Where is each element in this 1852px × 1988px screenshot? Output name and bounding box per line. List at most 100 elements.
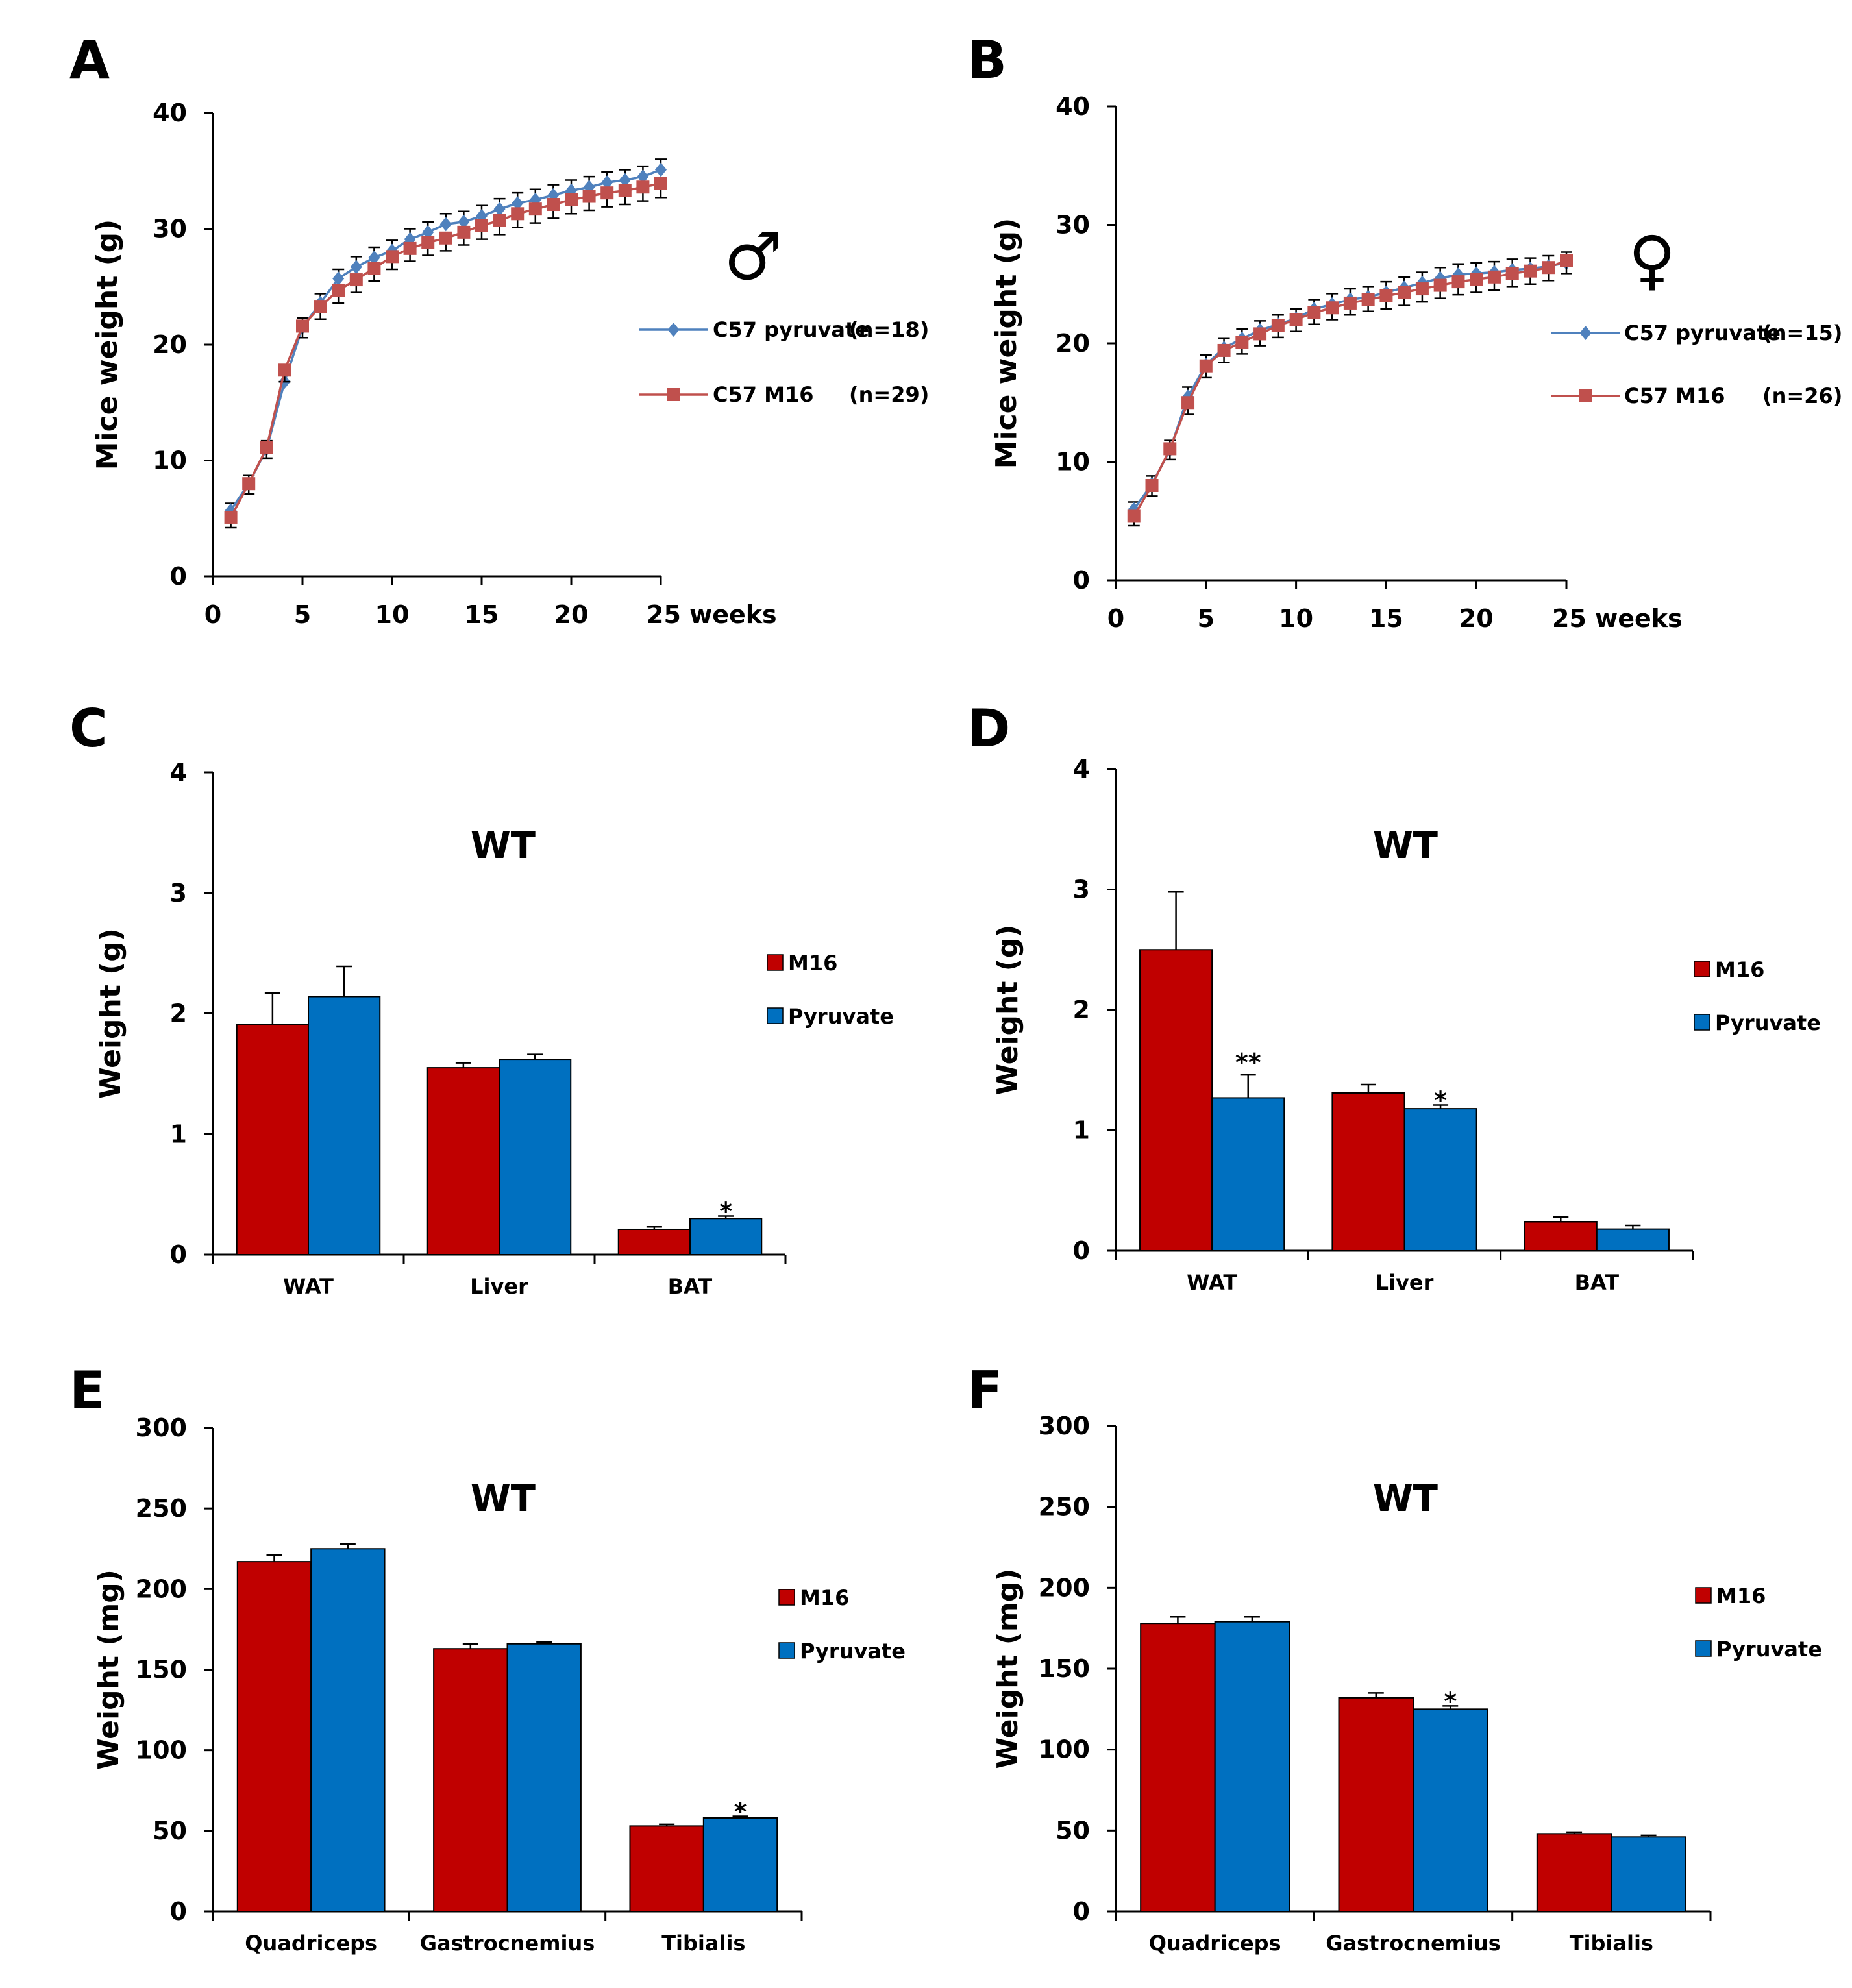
- panel-e-y-tick-label: 300: [136, 1414, 187, 1442]
- panel-f-y-tick-label: 50: [1056, 1816, 1090, 1845]
- panel-c-bar-m16: [617, 1228, 691, 1256]
- panel-f-legend-label: Pyruvate: [1716, 1637, 1822, 1662]
- panel-a-point: [619, 173, 631, 188]
- panel-d-bar-pyruvate: [1403, 1108, 1477, 1251]
- panel-a-point: [636, 180, 650, 194]
- panel-e-y-tick-label: 250: [136, 1494, 187, 1523]
- panel-f-y-tick-label: 100: [1039, 1736, 1090, 1764]
- panel-a-point: [386, 250, 399, 264]
- panel-b-point: [1235, 336, 1249, 349]
- panel-b-legend-label: C57 pyruvate: [1624, 321, 1781, 345]
- panel-a-legend-n: (n=18): [849, 317, 929, 342]
- panel-c-legend-item: Pyruvate: [767, 1004, 894, 1029]
- panel-f-category-label: Gastrocnemius: [1326, 1931, 1501, 1956]
- panel-a-point: [493, 202, 506, 217]
- panel-d-y-tick-label: 1: [1073, 1116, 1090, 1145]
- panel-b-x-tick-label: 10: [1279, 604, 1313, 633]
- panel-a-point: [368, 251, 380, 265]
- panel-d-category-label: BAT: [1575, 1270, 1620, 1295]
- panel-b-point: [1326, 301, 1339, 315]
- panel-b-y-tick-label: 20: [1056, 329, 1090, 358]
- panel-e-category-label: Tibialis: [661, 1931, 745, 1956]
- panel-f-y-tick-label: 200: [1039, 1573, 1090, 1602]
- panel-d-bar-pyruvate: [1596, 1228, 1670, 1251]
- panel-a-point: [512, 196, 524, 211]
- panel-d-bar-m16: [1331, 1092, 1405, 1251]
- panel-b-y-tick-label: 30: [1056, 211, 1090, 239]
- panel-d-y-tick-label: 4: [1073, 755, 1090, 783]
- panel-b-point: [1343, 296, 1357, 310]
- panel-d-title: WT: [1373, 825, 1438, 867]
- panel-f-bar-m16: [1338, 1697, 1414, 1912]
- panel-c-category-label: Liver: [470, 1274, 528, 1299]
- panel-f-category-label: Quadriceps: [1149, 1931, 1281, 1956]
- panel-b-legend-item: C57 M16 (n=26): [1551, 384, 1842, 408]
- panel-e-significance-marker: *: [734, 1797, 747, 1826]
- panel-f-bar-m16: [1140, 1623, 1216, 1913]
- panel-a-point: [582, 190, 596, 203]
- panel-a-x-tick-label: 5: [294, 600, 311, 629]
- panel-f-legend-label: M16: [1716, 1584, 1766, 1608]
- panel-a-point: [350, 260, 362, 275]
- panel-b-point: [1217, 343, 1231, 357]
- panel-f-title: WT: [1373, 1478, 1438, 1520]
- panel-b-point: [1361, 293, 1375, 306]
- panel-b-point: [1199, 359, 1213, 373]
- panel-b-legend-label: C57 M16: [1624, 384, 1725, 408]
- panel-c: C 0 1 2 3 4 Weight (g) WT WAT Liver BAT * M16 Pyruvat…: [69, 698, 894, 1299]
- panel-a-point: [547, 198, 560, 212]
- panel-a-legend-label: C57 pyruvate: [713, 317, 869, 342]
- panel-a-series-pyruvate: [225, 158, 667, 518]
- panel-b-point: [1524, 264, 1537, 278]
- panel-a-point: [367, 262, 381, 275]
- panel-e: E 0 50 100 150 200 250 300 Weight (mg) WT Quadrice…: [69, 1360, 906, 1956]
- panel-a-point: [403, 241, 417, 255]
- panel-a-point: [601, 175, 613, 190]
- panel-d-letter: D: [967, 698, 1010, 759]
- panel-a-point: [457, 225, 471, 239]
- panel-b-point: [1487, 270, 1501, 284]
- panel-a-letter: A: [69, 30, 110, 90]
- panel-e-bar-pyruvate: [310, 1548, 386, 1912]
- panel-e-legend-item: M16: [778, 1586, 849, 1610]
- panel-b-x-tick-label: 5: [1198, 604, 1215, 633]
- panel-d-legend-label: Pyruvate: [1715, 1011, 1821, 1035]
- panel-b-point: [1542, 261, 1555, 275]
- panel-b: B 0 10 20 30 40 Mice weight (g) 0 5 10 15 20 25 week…: [967, 30, 1842, 633]
- panel-a-point: [511, 207, 525, 221]
- panel-c-bar-pyruvate: [499, 1059, 572, 1255]
- panel-e-y-tick-label: 50: [153, 1817, 187, 1845]
- panel-c-y-axis-title: Weight (g): [94, 928, 127, 1099]
- panel-e-y-axis-title: Weight (mg): [92, 1569, 125, 1770]
- panel-d-y-tick-label: 3: [1073, 876, 1090, 904]
- panel-a-legend-label: C57 M16: [713, 382, 814, 407]
- panel-a-sex-symbol: ♂: [724, 219, 782, 295]
- panel-b-legend-n: (n=26): [1762, 384, 1842, 408]
- panel-a-x-tick-label: 25 weeks: [647, 600, 777, 629]
- panel-a-point: [242, 477, 256, 491]
- panel-e-bar-pyruvate: [702, 1817, 778, 1912]
- panel-a-point: [439, 231, 452, 245]
- panel-a-point: [458, 214, 470, 229]
- panel-a-y-tick-label: 10: [153, 447, 187, 475]
- panel-a-y-tick-label: 0: [170, 562, 187, 591]
- panel-e-legend-label: M16: [800, 1586, 849, 1610]
- panel-d-category-label: WAT: [1187, 1270, 1237, 1295]
- panel-d-legend-item: M16: [1694, 957, 1764, 982]
- panel-f-bar-m16: [1536, 1833, 1612, 1913]
- panel-c-bar-m16: [236, 1024, 309, 1256]
- panel-a: A 0 10 20 30 40 Mice weight (g) 0 5 10 15 20 25 week…: [69, 30, 929, 629]
- panel-a-point: [422, 225, 434, 239]
- panel-f-y-tick-label: 0: [1073, 1897, 1090, 1926]
- panel-b-point: [1398, 286, 1411, 299]
- panel-a-y-tick-label: 20: [153, 330, 187, 359]
- panel-b-series-pyruvate: [1128, 251, 1572, 517]
- panel-a-point: [332, 284, 345, 297]
- panel-b-point: [1145, 479, 1159, 492]
- panel-c-significance-marker: *: [719, 1197, 732, 1226]
- panel-a-point: [224, 510, 238, 524]
- panel-f-bar-pyruvate: [1611, 1836, 1686, 1912]
- panel-a-point: [565, 193, 578, 206]
